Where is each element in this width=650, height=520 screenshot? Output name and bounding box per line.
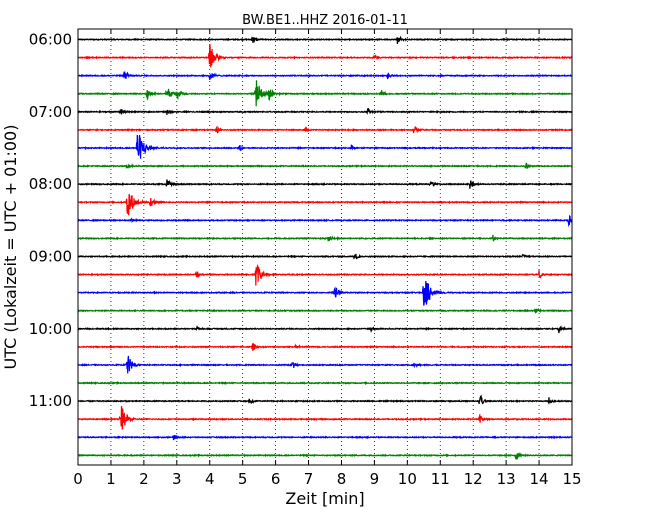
trace-0600 (77, 35, 573, 44)
trace-0945 (77, 307, 573, 314)
y-tick-label: 06:00 (29, 31, 72, 49)
trace-1045 (77, 380, 573, 386)
trace-0715 (77, 125, 573, 134)
x-tick-label: 15 (562, 470, 581, 488)
trace-1130 (77, 434, 573, 441)
tick-layer: 0 1 2 3 4 5 6 7 8 9 10 11 12 13 14 1506:0007:0008:0009:… (29, 29, 582, 488)
x-tick-label: 11 (431, 470, 450, 488)
trace-0830 (77, 214, 573, 228)
trace-layer (77, 35, 573, 460)
trace-1100 (77, 394, 573, 405)
trace-0745 (77, 162, 573, 169)
x-tick-label: 5 (238, 470, 248, 488)
trace-0930 (77, 280, 573, 306)
y-axis-label: UTC (Lokalzeit = UTC + 01:00) (1, 125, 20, 370)
y-tick-label: 08:00 (29, 175, 72, 193)
trace-1145 (77, 451, 573, 460)
y-tick-label: 11:00 (29, 392, 72, 410)
grid-layer (110, 29, 540, 465)
x-tick-label: 10 (398, 470, 417, 488)
trace-0630 (77, 71, 573, 81)
trace-1115 (77, 406, 573, 430)
trace-0815 (77, 193, 573, 216)
x-tick-label: 4 (205, 470, 215, 488)
x-tick-label: 8 (337, 470, 347, 488)
x-tick-label: 6 (271, 470, 281, 488)
trace-0645 (77, 80, 573, 107)
x-tick-label: 9 (370, 470, 380, 488)
x-tick-label: 2 (139, 470, 149, 488)
trace-0915 (77, 263, 573, 286)
trace-0845 (77, 234, 573, 242)
x-tick-label: 7 (304, 470, 314, 488)
x-tick-label: 1 (106, 470, 116, 488)
y-tick-label: 10:00 (29, 320, 72, 338)
chart-title: BW.BE1..HHZ 2016-01-11 (242, 13, 408, 28)
x-tick-label: 13 (497, 470, 516, 488)
y-tick-label: 07:00 (29, 103, 72, 121)
x-tick-label: 0 (73, 470, 83, 488)
trace-0900 (77, 253, 573, 260)
axes-frame (77, 28, 573, 466)
trace-0615 (77, 43, 573, 68)
trace-0730 (77, 134, 573, 159)
x-tick-label: 3 (172, 470, 182, 488)
trace-1015 (77, 343, 573, 351)
x-tick-label: 14 (530, 470, 549, 488)
x-axis-label: Zeit [min] (285, 489, 364, 508)
trace-0700 (77, 107, 573, 116)
trace-1030 (77, 355, 573, 374)
x-tick-label: 12 (464, 470, 483, 488)
trace-0800 (77, 179, 573, 189)
trace-1000 (77, 325, 573, 334)
y-tick-label: 09:00 (29, 247, 72, 265)
